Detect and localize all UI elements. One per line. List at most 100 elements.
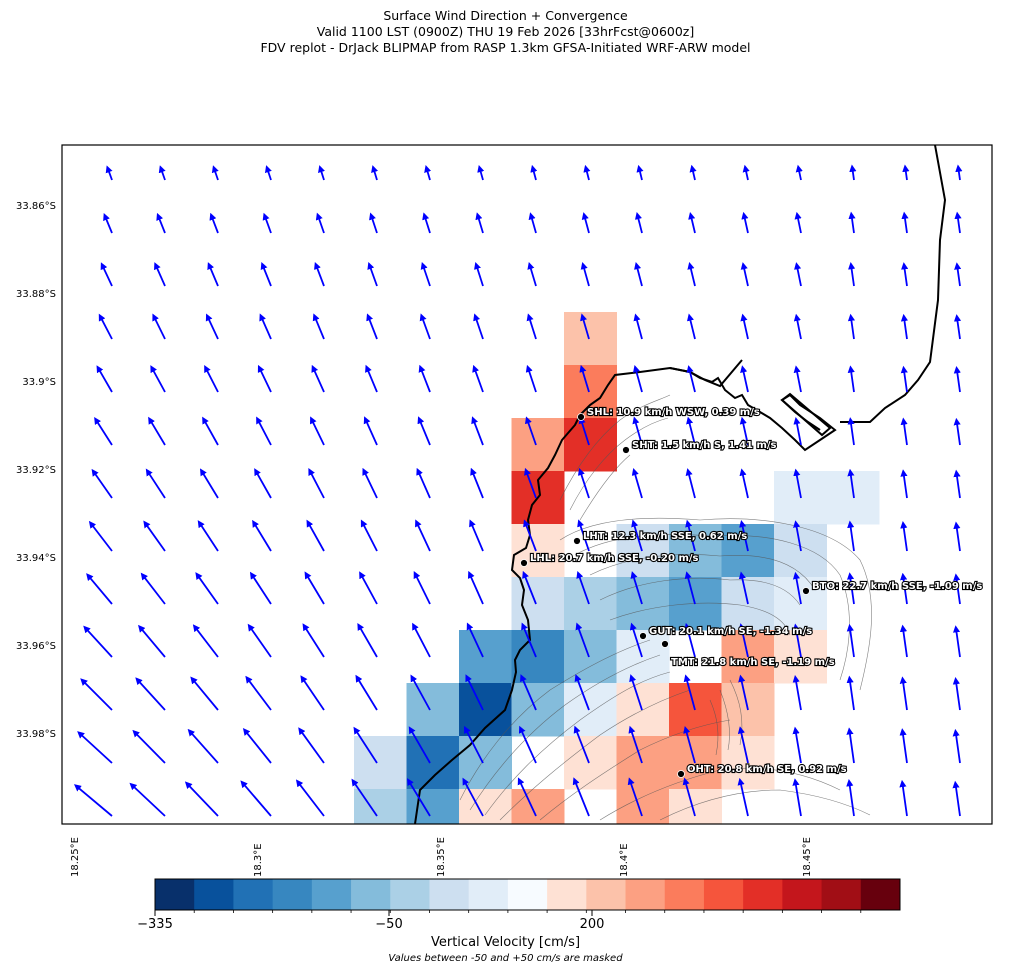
wind-arrow-icon	[518, 725, 537, 764]
wind-arrow-icon	[793, 365, 802, 393]
wind-arrow-icon	[953, 521, 961, 552]
wind-arrow-icon	[633, 313, 643, 340]
wind-arrow-icon	[464, 725, 484, 764]
wind-arrow-icon	[363, 416, 378, 446]
wind-arrow-icon	[847, 468, 855, 499]
wind-arrow-icon	[192, 624, 219, 658]
wind-arrow-icon	[410, 674, 431, 711]
wind-arrow-icon	[792, 726, 802, 764]
wind-arrow-icon	[740, 365, 749, 393]
x-tick-label: 18.25°E	[70, 837, 81, 877]
wind-arrow-icon	[738, 623, 749, 658]
wind-arrow-icon	[901, 211, 909, 234]
wind-arrow-icon	[475, 212, 484, 234]
wind-arrow-icon	[742, 164, 750, 181]
wind-arrow-icon	[524, 467, 537, 499]
wind-arrow-icon	[629, 674, 643, 711]
wind-arrow-icon	[846, 572, 855, 605]
wind-arrow-icon	[152, 313, 166, 340]
coastline	[414, 145, 947, 824]
station-markers: SHL: 10.9 km/h WSW, 0.39 m/s SHT: 1.5 km/…	[520, 406, 983, 778]
colorbar-note: Values between -50 and +50 cm/s are mask…	[388, 953, 623, 964]
wind-arrow-icon	[793, 468, 802, 499]
wind-arrow-icon	[793, 416, 802, 446]
wind-arrow-icon	[242, 728, 272, 764]
wind-arrow-icon	[793, 313, 802, 340]
station-dot-icon	[802, 587, 810, 595]
wind-arrow-icon	[314, 261, 325, 287]
wind-arrow-icon	[737, 726, 749, 764]
wind-arrow-icon	[420, 261, 431, 287]
wind-arrow-icon	[353, 726, 378, 764]
wind-arrow-icon	[143, 520, 166, 552]
station-label: OHT: 20.8 km/h SE, 0.92 m/s	[687, 764, 847, 775]
colorbar-swatch	[429, 879, 470, 910]
wind-arrow-icon	[132, 729, 166, 764]
wind-arrow-icon	[371, 165, 379, 181]
wind-arrow-icon	[86, 573, 113, 605]
wind-arrow-icon	[952, 625, 961, 658]
station-bto: BTO: 22.7 km/h SSE, -1.09 m/s	[802, 580, 983, 595]
wind-arrow-icon	[899, 624, 908, 658]
wind-arrow-icon	[525, 364, 537, 393]
wind-arrow-icon	[477, 164, 485, 181]
wind-arrow-icon	[847, 313, 856, 340]
station-label: LHL: 20.7 km/h SSE, -0.20 m/s	[530, 553, 699, 564]
wind-arrow-icon	[686, 313, 696, 340]
wind-arrow-icon	[846, 623, 855, 658]
wind-arrow-icon	[310, 416, 325, 446]
colorbar-swatch	[547, 879, 587, 910]
wind-arrow-icon	[902, 164, 910, 181]
velocity-cell	[354, 736, 407, 790]
wind-arrow-icon	[362, 467, 378, 499]
wind-arrow-icon	[846, 779, 855, 817]
wind-arrow-icon	[899, 728, 908, 764]
velocity-cell	[406, 683, 460, 737]
velocity-cell	[511, 577, 565, 631]
wind-arrow-icon	[738, 571, 749, 605]
wind-arrow-icon	[465, 674, 484, 711]
wind-arrow-icon	[311, 364, 325, 393]
wind-arrow-icon	[83, 625, 113, 658]
wind-arrow-icon	[249, 571, 272, 605]
wind-arrow-icon	[260, 262, 272, 287]
wind-arrow-icon	[418, 364, 431, 393]
wind-arrow-icon	[576, 570, 590, 605]
wind-arrow-icon	[737, 777, 749, 817]
wind-arrow-icon	[631, 468, 643, 499]
velocity-cell	[564, 577, 617, 631]
wind-arrow-icon	[792, 675, 802, 711]
wind-arrow-icon	[901, 262, 909, 287]
wind-arrow-icon	[954, 262, 962, 287]
wind-arrow-icon	[634, 212, 643, 234]
wind-arrow-icon	[195, 572, 219, 605]
wind-arrow-icon	[741, 211, 749, 234]
wind-arrow-icon	[470, 467, 484, 499]
station-dot-icon	[639, 632, 647, 640]
station-label: SHL: 10.9 km/h WSW, 0.39 m/s	[587, 407, 760, 418]
wind-arrow-icon	[77, 731, 113, 764]
colorbar	[154, 878, 901, 916]
velocity-cell	[459, 630, 512, 684]
wind-arrow-icon	[302, 623, 325, 658]
colorbar-swatch	[311, 879, 352, 910]
wind-arrow-icon	[526, 313, 537, 340]
colorbar-swatch	[782, 879, 823, 910]
wind-arrow-icon	[148, 416, 166, 446]
chart-title: Surface Wind Direction + Convergence Val…	[0, 8, 1011, 56]
velocity-cell	[669, 789, 722, 824]
wind-arrow-icon	[471, 416, 484, 446]
wind-arrow-icon	[847, 417, 855, 446]
velocity-cell	[616, 789, 670, 824]
colorbar-swatch	[155, 879, 195, 910]
wind-arrow-icon	[573, 725, 590, 764]
velocity-cell	[511, 683, 565, 737]
wind-arrow-icon	[953, 365, 961, 393]
velocity-cell	[616, 524, 670, 578]
wind-arrow-icon	[211, 165, 219, 181]
wind-arrow-icon	[264, 165, 272, 181]
velocity-cell	[826, 471, 880, 525]
wind-arrow-icon	[900, 521, 908, 552]
wind-arrow-icon	[318, 165, 325, 181]
plot-frame	[61, 144, 993, 825]
